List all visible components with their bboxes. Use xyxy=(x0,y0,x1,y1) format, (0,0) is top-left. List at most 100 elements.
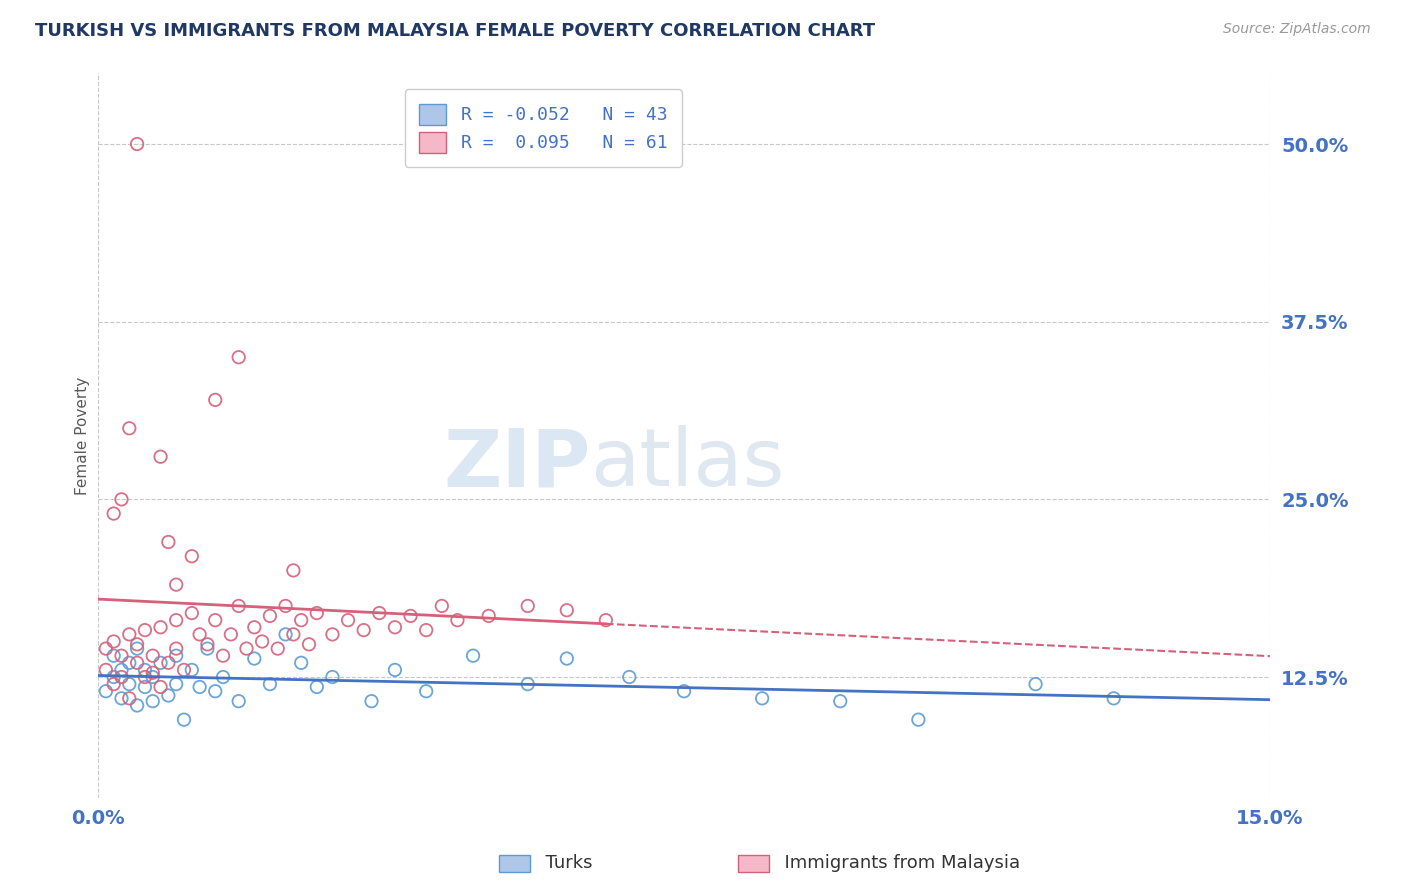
Point xyxy=(283,627,305,641)
Point xyxy=(1025,677,1047,691)
Point xyxy=(219,627,242,641)
Point xyxy=(243,620,266,634)
Point xyxy=(127,656,149,670)
Point xyxy=(415,684,437,698)
Point xyxy=(478,608,501,623)
Point xyxy=(165,577,187,591)
Point xyxy=(360,694,382,708)
Point xyxy=(110,492,132,507)
Point xyxy=(305,606,328,620)
Text: Turks: Turks xyxy=(534,855,593,872)
Text: Immigrants from Malaysia: Immigrants from Malaysia xyxy=(773,855,1021,872)
Point xyxy=(127,136,149,151)
Point xyxy=(368,606,391,620)
Point xyxy=(197,637,219,651)
Point xyxy=(321,670,343,684)
Point xyxy=(142,665,165,680)
Point xyxy=(516,677,538,691)
Point xyxy=(118,656,141,670)
Point xyxy=(188,680,211,694)
Point xyxy=(103,677,125,691)
Point xyxy=(180,549,202,564)
Point xyxy=(384,663,406,677)
Point xyxy=(751,691,773,706)
Point xyxy=(134,663,156,677)
Point xyxy=(204,684,226,698)
Point xyxy=(94,684,117,698)
Point xyxy=(180,606,202,620)
Point xyxy=(165,641,187,656)
Point xyxy=(118,627,141,641)
Text: atlas: atlas xyxy=(591,425,785,503)
Point xyxy=(173,663,195,677)
Point xyxy=(110,691,132,706)
Point xyxy=(165,677,187,691)
Point xyxy=(127,698,149,713)
Point xyxy=(267,641,290,656)
Text: TURKISH VS IMMIGRANTS FROM MALAYSIA FEMALE POVERTY CORRELATION CHART: TURKISH VS IMMIGRANTS FROM MALAYSIA FEMA… xyxy=(35,22,876,40)
Point xyxy=(127,641,149,656)
Point xyxy=(134,623,156,637)
Point xyxy=(274,627,297,641)
Point xyxy=(212,648,235,663)
Point xyxy=(180,663,202,677)
Point xyxy=(283,563,305,577)
Point xyxy=(446,613,468,627)
Point xyxy=(228,694,250,708)
Point xyxy=(298,637,321,651)
Point xyxy=(907,713,929,727)
Point xyxy=(353,623,375,637)
Point xyxy=(165,613,187,627)
Y-axis label: Female Poverty: Female Poverty xyxy=(75,376,90,494)
Legend: R = -0.052   N = 43, R =  0.095   N = 61: R = -0.052 N = 43, R = 0.095 N = 61 xyxy=(405,89,682,167)
Point xyxy=(103,634,125,648)
Point xyxy=(595,613,617,627)
Point xyxy=(461,648,484,663)
Point xyxy=(555,603,578,617)
Point xyxy=(204,392,226,407)
Point xyxy=(173,713,195,727)
Point xyxy=(399,608,422,623)
Point xyxy=(259,608,281,623)
Point xyxy=(243,651,266,665)
Point xyxy=(250,634,273,648)
Point xyxy=(290,656,312,670)
Point xyxy=(149,620,172,634)
Point xyxy=(134,670,156,684)
Point xyxy=(118,691,141,706)
Text: Source: ZipAtlas.com: Source: ZipAtlas.com xyxy=(1223,22,1371,37)
Point xyxy=(290,613,312,627)
Point xyxy=(157,656,180,670)
Point xyxy=(157,535,180,549)
Point xyxy=(94,641,117,656)
Point xyxy=(142,670,165,684)
Point xyxy=(430,599,453,613)
Point xyxy=(110,670,132,684)
Point xyxy=(305,680,328,694)
Text: ZIP: ZIP xyxy=(443,425,591,503)
Point xyxy=(1102,691,1125,706)
Point xyxy=(103,507,125,521)
Point xyxy=(188,627,211,641)
Point xyxy=(384,620,406,634)
Point xyxy=(321,627,343,641)
Point xyxy=(118,421,141,435)
Point xyxy=(134,680,156,694)
Point xyxy=(149,656,172,670)
Point xyxy=(94,663,117,677)
Point xyxy=(165,648,187,663)
Point xyxy=(142,694,165,708)
Point xyxy=(259,677,281,691)
Point xyxy=(228,599,250,613)
Point xyxy=(103,670,125,684)
Point xyxy=(118,677,141,691)
Point xyxy=(830,694,852,708)
Point xyxy=(127,637,149,651)
Point xyxy=(197,641,219,656)
Point xyxy=(619,670,641,684)
Point xyxy=(157,689,180,703)
Point xyxy=(204,613,226,627)
Point xyxy=(212,670,235,684)
Point xyxy=(555,651,578,665)
Point xyxy=(110,648,132,663)
